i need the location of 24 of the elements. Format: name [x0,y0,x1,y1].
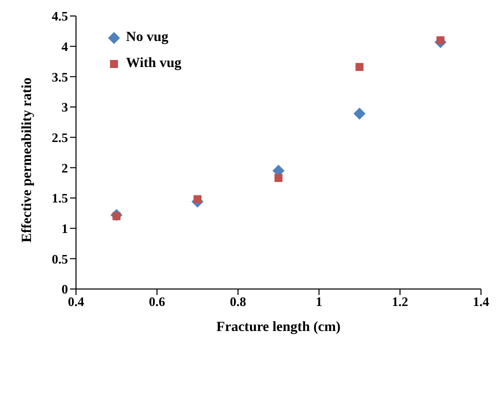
y-tick-label: 0 [62,282,68,297]
y-tick-label: 3.5 [52,69,68,84]
legend-label: No vug [126,30,168,46]
y-axis-title: Effective permeability ratio [20,78,35,242]
y-tick-label: 1 [62,220,68,236]
y-tick-label: 1.5 [52,190,68,206]
point [356,62,364,71]
point [274,174,282,182]
x-tick-label: 0.8 [230,294,247,310]
y-tick-label: 0.5 [52,251,68,266]
y-tick-label: 3 [62,100,68,115]
y-tick-label: 2.5 [52,130,68,145]
x-axis-title: Fracture length (cm) [216,320,341,335]
x-tick-label: 0.4 [68,294,85,310]
x-tick-label: 1 [316,294,322,310]
y-tick-label: 2 [62,160,68,176]
y-tick-label: 4 [62,38,68,54]
x-tick-label: 1.4 [472,294,490,310]
x-tick-label: 0.6 [148,294,166,310]
legend-label: With vug [126,56,182,72]
x-tick-label: 1.2 [392,294,408,310]
point [354,108,366,120]
point [194,195,202,204]
y-tick-label: 4.5 [52,8,68,24]
